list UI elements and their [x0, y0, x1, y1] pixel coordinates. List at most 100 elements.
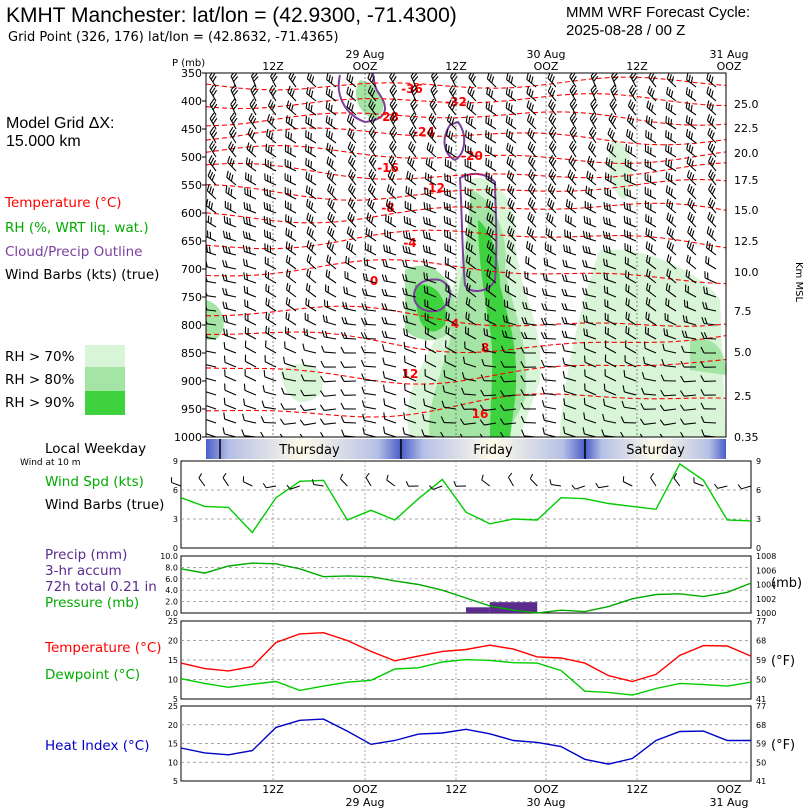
wind-barb-flag: [548, 126, 554, 134]
wind-barb-staff: [626, 135, 637, 144]
wind-barb: [245, 172, 257, 186]
wind-barb: [686, 73, 697, 74]
legend-rh80-swatch: [85, 367, 125, 391]
wind-barb-flag: [231, 160, 235, 167]
wind-barb-flag: [212, 131, 218, 139]
wind-barb-flag: [685, 101, 688, 109]
wind-barb-flag: [306, 254, 310, 262]
wind-barb-flag: [206, 199, 209, 206]
wind-barb-flag: [429, 98, 435, 105]
wind-barb-flag: [450, 147, 453, 154]
wind-barb: [608, 113, 617, 130]
wind-barb-staff: [286, 289, 297, 298]
wind-barb-staff: [251, 73, 257, 74]
wind-barb-flag: [690, 160, 694, 168]
wind-barb-flag: [645, 214, 647, 221]
wind-barb-flag: [306, 58, 313, 64]
wind-barb-flag: [708, 183, 712, 190]
wind-barb-flag: [410, 129, 415, 136]
wind-barb-flag: [592, 62, 599, 67]
wind-barb-flag: [649, 175, 652, 183]
wind-barb-flag: [348, 228, 352, 236]
wind-barb-staff: [569, 146, 577, 158]
wind-barb-flag: [211, 159, 217, 167]
wind-barb-flag: [569, 84, 575, 91]
wind-barb: [486, 226, 497, 242]
surface-wind-barb-staff: [243, 481, 253, 487]
wind-barb: [327, 211, 337, 228]
wind-barb-flag: [264, 158, 267, 166]
wind-barb-flag: [209, 84, 215, 91]
wind-barb: [686, 156, 697, 172]
wind-barb-staff: [526, 92, 537, 102]
surface-wind-barb: [529, 473, 538, 487]
wind-barb: [423, 398, 437, 410]
wind-barb: [306, 86, 317, 102]
wind-barb-staff: [244, 292, 257, 298]
wind-barb-flag: [465, 268, 469, 276]
wind-barb: [604, 172, 617, 186]
wind-barb: [409, 112, 418, 130]
wind-barb-staff: [404, 361, 417, 368]
wind-barb-staff: [284, 165, 297, 172]
wind-barb: [540, 332, 557, 340]
wind-barb: [685, 269, 697, 284]
wind-barb-staff: [209, 90, 217, 102]
wind-barb-flag: [610, 84, 616, 91]
wind-barb: [583, 412, 597, 424]
wind-barb: [520, 416, 537, 424]
wind-barb-flag: [588, 246, 591, 254]
wind-barb: [686, 170, 697, 186]
wind-barb-flag: [423, 202, 426, 209]
wind-barb-flag: [708, 74, 712, 82]
wind-barb-flag: [487, 299, 490, 307]
wind-barb: [563, 244, 577, 256]
wind-barb-staff: [568, 73, 577, 74]
wind-barb-flag: [326, 142, 329, 150]
wind-barb-flag: [252, 89, 258, 96]
wind-barb-flag: [666, 329, 669, 337]
surface-wind-barb-flag: [508, 472, 513, 478]
wind-barb-staff: [708, 175, 717, 186]
wind-barb-flag: [371, 90, 376, 97]
panel-tick-label: 20: [168, 721, 178, 730]
wind-barb: [485, 283, 497, 298]
wind-barb-flag: [523, 286, 526, 294]
wind-barb-flag: [385, 260, 388, 267]
wind-barb: [666, 212, 677, 228]
wind-barb-flag: [443, 229, 446, 237]
wind-barb-staff: [646, 289, 657, 298]
wind-barb-staff: [245, 332, 257, 340]
wind-barb-flag: [382, 357, 385, 365]
wind-barb-flag: [445, 340, 447, 348]
surface-wind-barb-flag: [481, 474, 484, 481]
wind-barb-staff: [464, 362, 477, 368]
wind-barb: [606, 142, 617, 158]
wind-barb-staff: [347, 120, 357, 130]
wind-barb: [319, 404, 337, 411]
wind-barb-flag: [285, 227, 288, 235]
wind-barb-flag: [432, 89, 438, 96]
wind-barb-staff: [646, 106, 657, 116]
wind-barb: [548, 126, 557, 144]
wind-barb-flag: [347, 197, 352, 205]
wind-barb-flag: [709, 185, 714, 193]
precip-bar: [513, 602, 538, 613]
wind-barb-flag: [584, 274, 588, 282]
wind-barb-flag: [564, 289, 568, 296]
wind-barb: [285, 268, 297, 284]
wind-barb-flag: [468, 256, 471, 264]
wind-barb-flag: [479, 404, 485, 411]
wind-barb-flag: [670, 62, 677, 68]
weekday-band-segment: [401, 439, 585, 459]
wind-barb-flag: [449, 218, 451, 225]
wind-barb: [465, 297, 477, 312]
wind-barb-flag: [426, 142, 430, 150]
wind-barb: [206, 199, 217, 214]
wind-barb-flag: [667, 173, 670, 181]
panel-tick-label: 15: [168, 656, 178, 665]
wind-barb-flag: [687, 211, 691, 219]
wind-barb-staff: [264, 376, 277, 382]
wind-barb-flag: [586, 170, 589, 178]
